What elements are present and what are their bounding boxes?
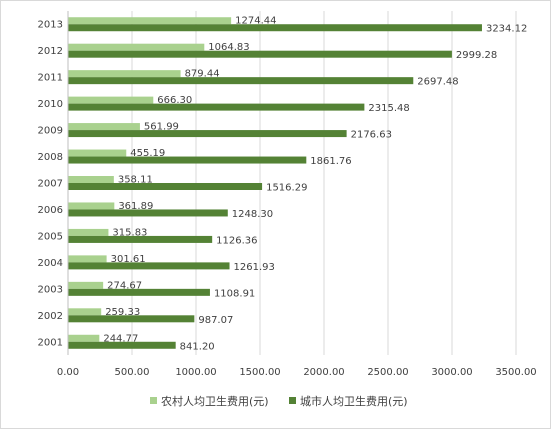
y-tick-label: 2002 <box>38 311 63 322</box>
x-tick-label: 2500.00 <box>367 367 408 378</box>
bar-urban <box>68 130 347 138</box>
data-label-rural: 561.99 <box>144 122 179 133</box>
bar-rural <box>68 228 109 236</box>
bar-urban <box>68 50 452 58</box>
y-tick-label: 2009 <box>38 126 63 137</box>
x-tick-label: 3000.00 <box>431 367 472 378</box>
x-tick-label: 1000.00 <box>175 367 216 378</box>
data-label-rural: 301.61 <box>111 254 146 265</box>
legend-swatch <box>150 397 157 404</box>
data-label-urban: 1861.76 <box>310 156 351 167</box>
bar-urban <box>68 262 230 270</box>
bar-rural <box>68 70 181 78</box>
data-label-rural: 259.33 <box>105 307 140 318</box>
data-label-rural: 244.77 <box>103 333 138 344</box>
bar-urban <box>68 315 195 323</box>
data-label-rural: 315.83 <box>112 227 147 238</box>
bar-rural <box>68 281 104 289</box>
bar-urban <box>68 183 263 190</box>
bar-rural <box>68 176 114 183</box>
x-tick-label: 500.00 <box>115 367 150 378</box>
data-label-urban: 1126.36 <box>216 235 257 246</box>
y-tick-label: 2008 <box>38 152 63 163</box>
bar-urban <box>68 156 307 164</box>
bar-rural <box>68 334 100 342</box>
data-label-rural: 879.44 <box>185 69 220 80</box>
legend-label: 城市人均卫生费用(元) <box>300 394 408 408</box>
x-axis: 0.00 500.00 1000.00 1500.00 2000.00 2500.00 30… <box>57 367 537 378</box>
bar-rural <box>68 202 115 210</box>
y-tick-label: 2004 <box>38 258 63 269</box>
y-tick-label: 2005 <box>38 231 63 242</box>
data-label-urban: 1516.29 <box>266 183 307 194</box>
bar-rural <box>68 255 107 263</box>
data-label-rural: 361.89 <box>118 201 153 212</box>
data-label-rural: 358.11 <box>118 175 153 186</box>
data-label-urban: 1248.30 <box>232 209 273 220</box>
x-tick-label: 3500.00 <box>495 367 536 378</box>
data-label-rural: 666.30 <box>157 95 192 106</box>
bar-rural <box>68 43 205 51</box>
y-tick-label: 2010 <box>38 99 63 110</box>
bar-rural <box>68 149 127 157</box>
data-label-rural: 455.19 <box>130 148 165 159</box>
bar-urban <box>68 341 176 349</box>
data-label-urban: 2176.63 <box>351 130 392 141</box>
data-label-rural: 1064.83 <box>208 42 249 53</box>
y-tick-label: 2011 <box>38 73 63 84</box>
data-label-urban: 1108.91 <box>214 288 255 299</box>
bars <box>68 17 482 349</box>
x-tick-label: 2000.00 <box>303 367 344 378</box>
data-label-urban: 987.07 <box>198 315 233 326</box>
data-label-urban: 2697.48 <box>417 77 458 88</box>
y-tick-label: 2007 <box>38 179 63 190</box>
data-label-urban: 3234.12 <box>486 24 527 35</box>
bar-urban <box>68 209 228 217</box>
bar-urban <box>68 77 414 85</box>
bar-rural <box>68 123 140 131</box>
data-label-rural: 274.67 <box>107 280 142 291</box>
y-axis: 2001 2002 2003 2004 2005 2006 2007 2008 2009 2010… <box>38 11 69 355</box>
bar-urban <box>68 235 213 243</box>
data-labels: 244.77 841.20 259.33 987.07 274.67 1108.91 301… <box>103 16 527 353</box>
legend-label: 农村人均卫生费用(元) <box>161 394 269 408</box>
y-tick-label: 2012 <box>38 46 63 57</box>
data-label-urban: 841.20 <box>180 341 215 352</box>
x-tick-label: 1500.00 <box>239 367 280 378</box>
y-tick-label: 2013 <box>38 20 63 31</box>
y-tick-label: 2006 <box>38 205 63 216</box>
data-label-urban: 2315.48 <box>368 103 409 114</box>
y-tick-label: 2001 <box>38 337 63 348</box>
bar-urban <box>68 288 210 296</box>
bar-rural <box>68 96 154 104</box>
bar-urban <box>68 103 365 111</box>
bar-urban <box>68 24 482 32</box>
bar-rural <box>68 17 232 25</box>
data-label-rural: 1274.44 <box>235 16 276 27</box>
x-tick-label: 0.00 <box>57 367 79 378</box>
y-tick-label: 2003 <box>38 284 63 295</box>
data-label-urban: 2999.28 <box>456 50 497 61</box>
bar-rural <box>68 308 102 316</box>
legend: 农村人均卫生费用(元) 城市人均卫生费用(元) <box>150 394 408 408</box>
data-label-urban: 1261.93 <box>234 262 275 273</box>
legend-swatch <box>289 397 296 404</box>
